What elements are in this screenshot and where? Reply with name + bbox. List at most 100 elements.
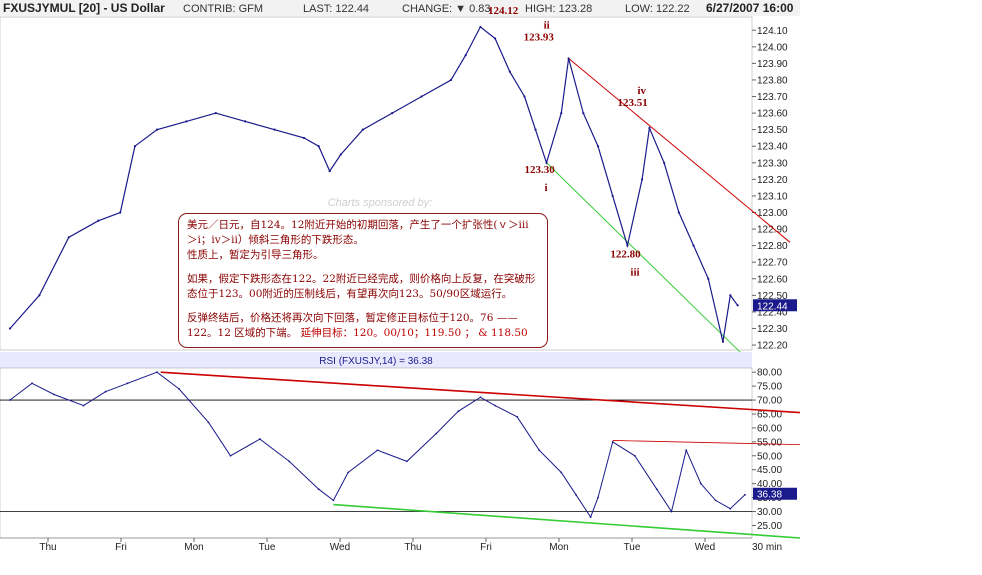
- rsi-tick-label: 80.00: [757, 368, 782, 379]
- high-value-label: 124.12: [488, 5, 519, 17]
- price-tick-label: 123.50: [757, 125, 788, 136]
- rsi-point: [560, 471, 563, 474]
- price-point: [545, 161, 548, 164]
- analysis-annotation: 美元／日元，自124。12附近开始的初期回落，产生了一个扩张性(ｖ＞iii＞i；…: [178, 213, 548, 348]
- header-bar: [0, 0, 800, 16]
- last-price-value: 122.44: [757, 301, 788, 312]
- time-tick-label: Thu: [404, 542, 421, 553]
- price-point: [721, 340, 725, 343]
- price-tick-label: 122.80: [757, 241, 788, 252]
- rsi-last-value: 36.38: [757, 490, 782, 501]
- price-series: [8, 25, 739, 343]
- rsi-point: [633, 454, 636, 457]
- rsi-tick-label: 75.00: [757, 382, 782, 393]
- resistance-line: [568, 58, 791, 243]
- rsi-point: [744, 493, 746, 496]
- wave-label-4: iii: [630, 267, 639, 279]
- annotation-para2: 如果，假定下跌形态在122。22附近已经完成，则价格向上反复，在突破形态位于12…: [187, 273, 536, 300]
- price-point: [38, 294, 41, 297]
- rsi-title-bar: [0, 352, 752, 368]
- rsi-point: [259, 438, 261, 440]
- annotation-target: 延伸目标：120。00/10；119.50 ； & 118.50: [300, 327, 528, 339]
- rsi-point: [670, 510, 673, 513]
- price-point: [339, 153, 342, 156]
- price-point: [133, 145, 137, 148]
- wave-value-4: 122.80: [610, 249, 641, 261]
- change-label: CHANGE: ▼ 0.83: [402, 3, 491, 15]
- symbol-title: FXUSJYMUL [20] - US Dollar: [3, 1, 165, 15]
- last-price-badge: 122.44: [753, 299, 797, 312]
- price-tick-label: 123.30: [757, 158, 788, 169]
- rsi-point: [376, 449, 379, 452]
- wave-value-3: 123.51: [617, 97, 647, 109]
- price-point: [420, 95, 423, 98]
- rsi-tick-label: 60.00: [757, 423, 782, 434]
- price-tick-label: 123.00: [757, 208, 788, 219]
- rsi-point: [317, 488, 320, 491]
- rsi-point: [655, 488, 658, 491]
- rsi-tick-label: 50.00: [757, 451, 782, 462]
- price-point: [449, 78, 453, 82]
- rsi-tick-label: 30.00: [757, 507, 782, 518]
- price-axis: 124.10 124.00 123.90 123.80 123.70 123.60 123.…: [752, 26, 788, 352]
- time-tick-label: Fri: [115, 542, 127, 553]
- contrib-label: CONTRIB: GFM: [183, 3, 263, 15]
- rsi-point: [597, 496, 599, 499]
- price-point: [707, 277, 710, 280]
- price-point: [582, 111, 585, 115]
- price-tick-label: 122.60: [757, 274, 788, 285]
- price-point: [361, 128, 364, 131]
- rsi-point: [347, 471, 349, 474]
- rsi-point: [229, 454, 232, 457]
- rsi-point: [685, 449, 688, 452]
- price-point: [97, 219, 100, 222]
- support-line: [546, 162, 742, 354]
- price-tick-label: 123.60: [757, 109, 788, 120]
- price-point: [596, 145, 600, 148]
- price-point: [523, 95, 526, 98]
- annotation-para1b: 性质上，暂定为引导三角形。: [187, 249, 324, 261]
- price-point: [479, 25, 482, 29]
- rsi-point: [82, 404, 85, 407]
- rsi-last-box: [753, 487, 797, 500]
- rsi-tick-label: 40.00: [757, 479, 782, 490]
- datetime-label: 6/27/2007 16:00: [706, 1, 794, 15]
- price-point: [534, 128, 537, 131]
- price-tick-label: 123.80: [757, 75, 788, 86]
- annotation-para3: 反弹终结后，价格还将再次向下回落，暂定修正目标位于120。76 —— 122。1…: [187, 312, 518, 339]
- price-point: [328, 169, 331, 173]
- time-tick-label: Mon: [184, 542, 203, 553]
- rsi-tick-label: 65.00: [757, 409, 782, 420]
- rsi-tick-label: 70.00: [757, 396, 782, 407]
- price-tick-label: 122.30: [757, 324, 788, 335]
- price-point: [317, 145, 320, 148]
- price-point: [302, 136, 306, 140]
- rsi-point: [494, 404, 496, 407]
- rsi-point: [178, 388, 180, 390]
- price-point: [8, 327, 12, 330]
- rsi-point: [457, 410, 460, 413]
- rsi-point: [714, 499, 717, 502]
- rsi-last-badge: 36.38: [753, 487, 797, 501]
- wave-label-1: ii: [544, 19, 550, 31]
- low-label: LOW: 122.22: [625, 3, 690, 15]
- price-point: [508, 70, 511, 73]
- watermark: Charts sponsored by:: [328, 197, 433, 209]
- wave-value-1: 123.93: [524, 31, 555, 43]
- rsi-axis: 80.00 75.00 70.00 65.00 60.00 55.00 50.00 45.00…: [752, 368, 782, 532]
- high-label: HIGH: 123.28: [525, 3, 592, 15]
- rsi-point: [538, 449, 541, 452]
- rsi-point: [104, 390, 107, 393]
- price-point: [494, 37, 497, 40]
- rsi-resistance-line: [160, 371, 801, 414]
- rsi-point: [435, 432, 438, 435]
- price-point: [391, 111, 394, 115]
- time-tick-label: Tue: [624, 542, 641, 553]
- price-tick-label: 123.90: [757, 59, 788, 70]
- rsi-resistance-line-2: [612, 440, 801, 446]
- rsi-point: [53, 393, 55, 396]
- rsi-point: [729, 507, 732, 510]
- time-tick-label: Fri: [480, 542, 492, 553]
- price-tick-label: 122.90: [757, 225, 788, 236]
